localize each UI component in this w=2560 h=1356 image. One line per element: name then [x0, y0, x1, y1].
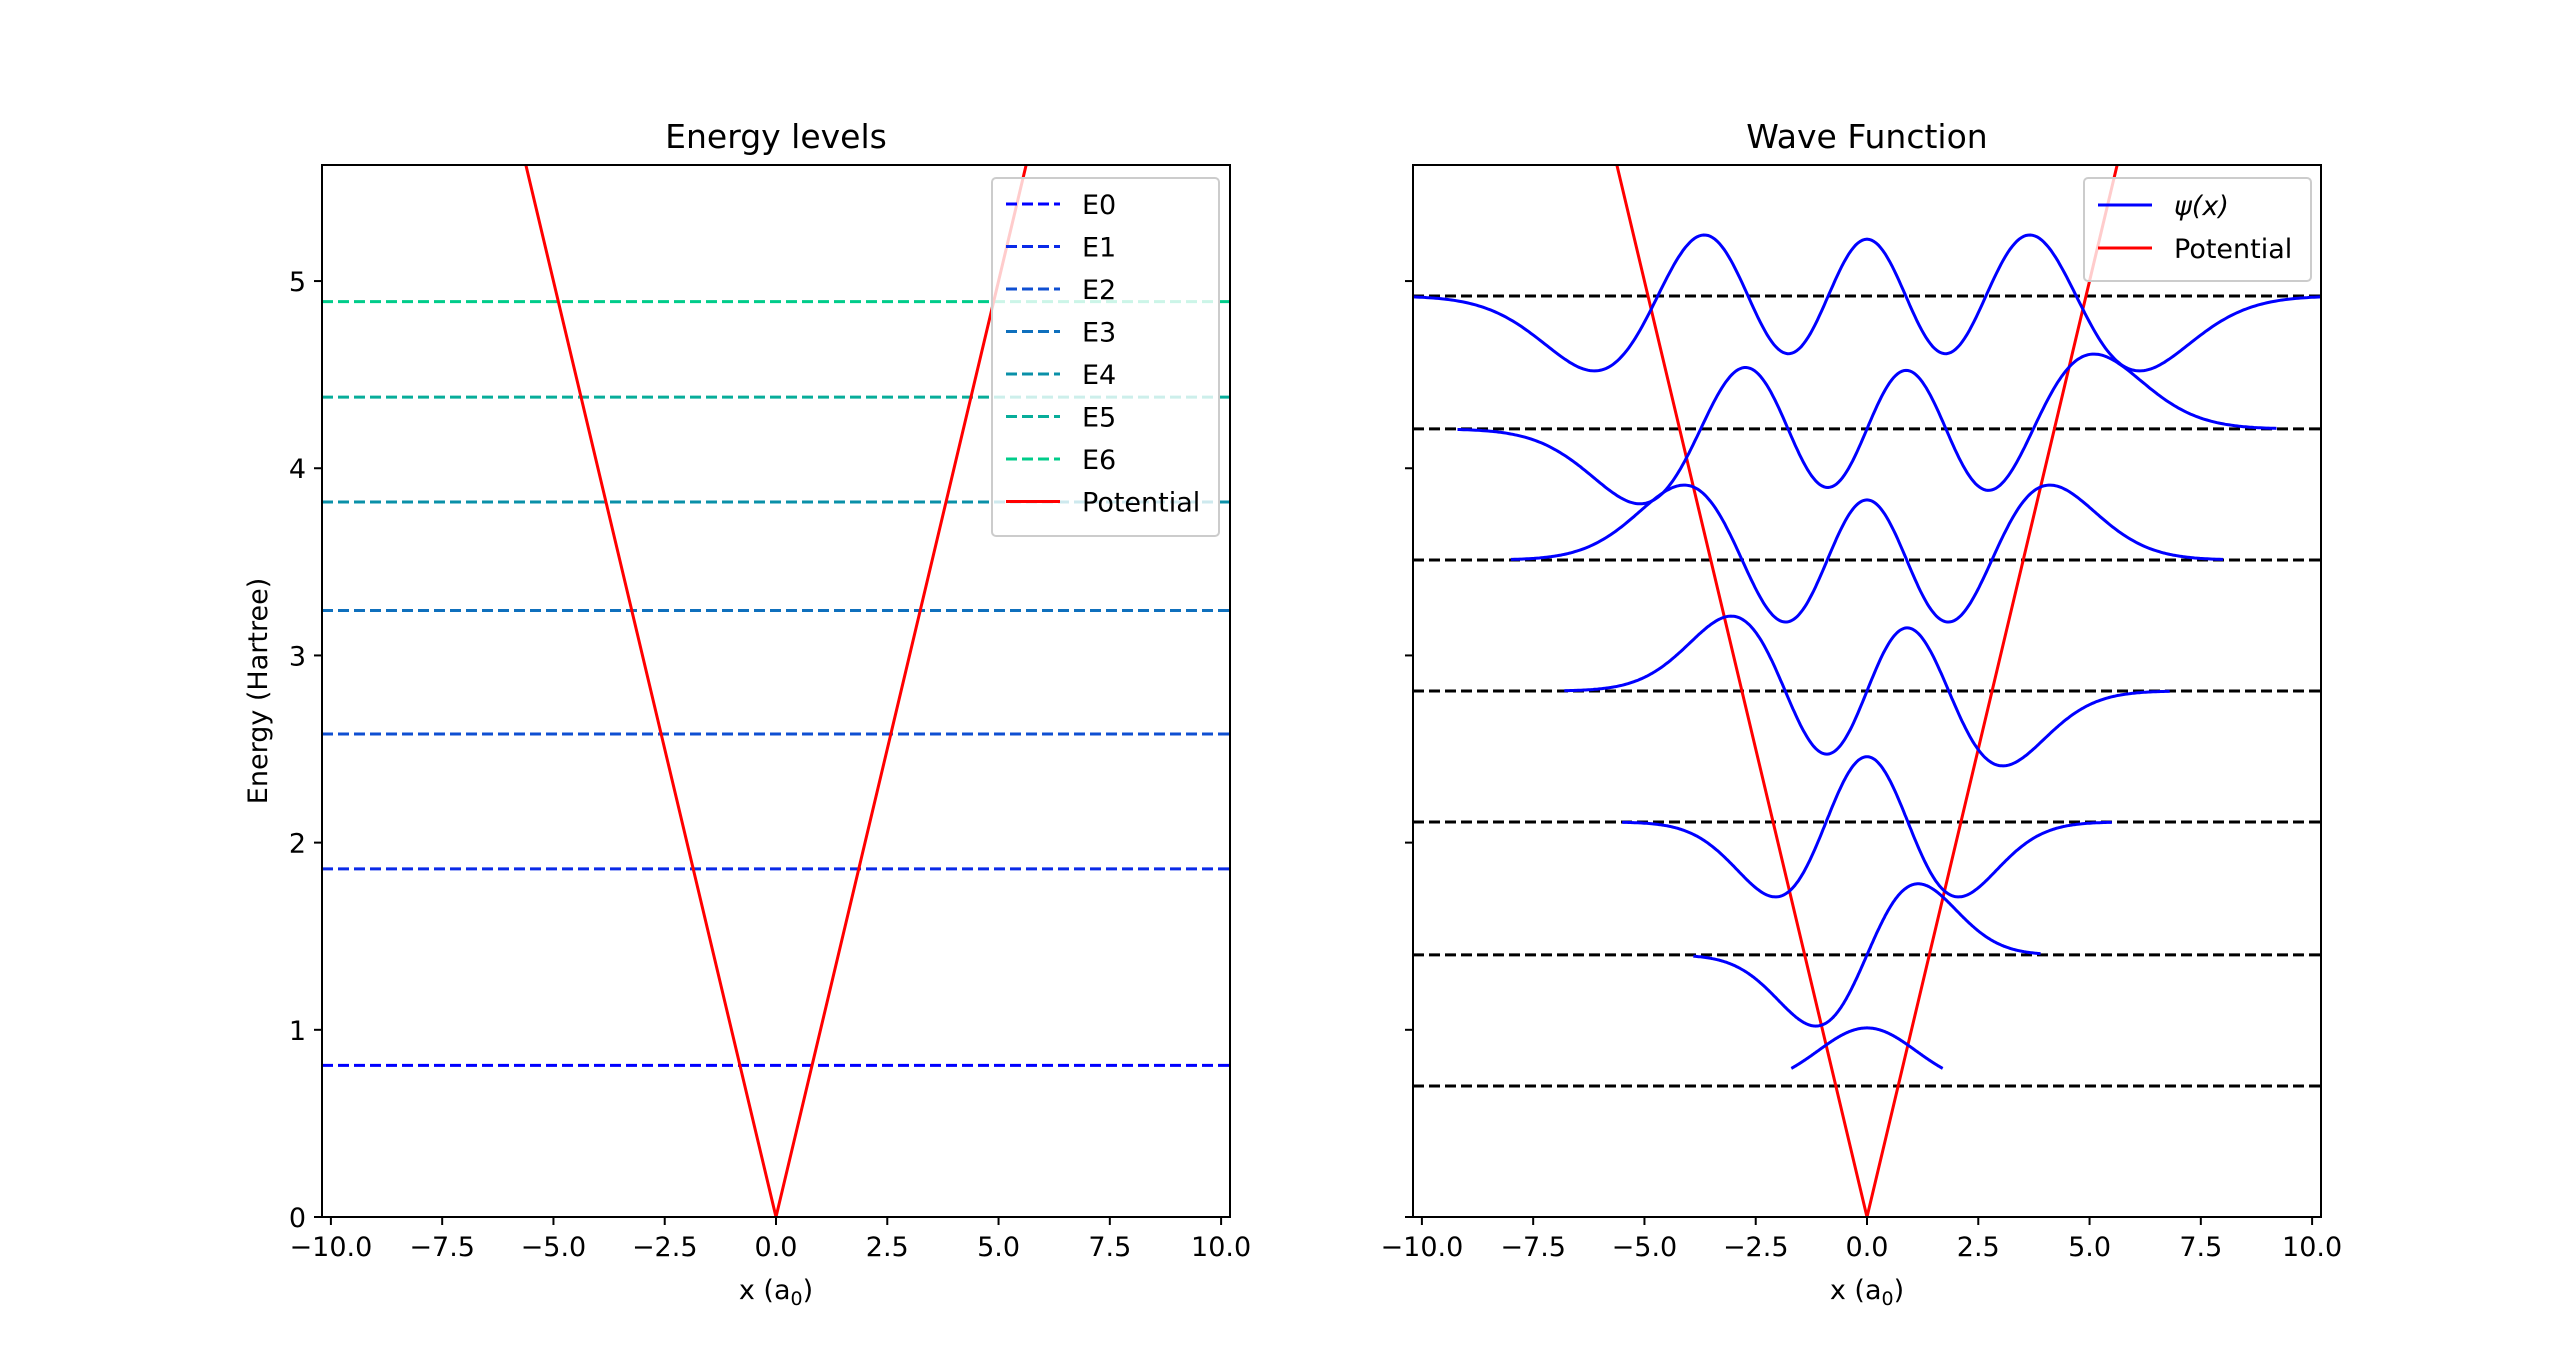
legend-label: E2: [1082, 275, 1116, 306]
right-xtick-label: 0.0: [1846, 1232, 1889, 1263]
left-xtick-label: −2.5: [632, 1232, 698, 1263]
x-axis-ticks-left: −10.0 −7.5 −5.0 −2.5 0.0 2.5 5.0 7.5 10.0: [290, 1217, 1251, 1263]
x-axis-label-left: x (a0): [739, 1275, 813, 1310]
energy-level-lines: [322, 300, 1230, 1067]
right-xtick-label: 10.0: [2282, 1232, 2342, 1263]
left-xtick-label: −7.5: [409, 1232, 475, 1263]
left-xtick-label: −5.0: [521, 1232, 587, 1263]
wavefunction-n4: [1510, 483, 2224, 624]
y-axis-ticks-right: [1405, 280, 1413, 1218]
left-ytick-label: 4: [289, 454, 306, 485]
y-axis-ticks-left: 0 1 2 3 4 5: [289, 267, 322, 1234]
wavefunction-n5: [1457, 352, 2277, 506]
legend-label: E1: [1082, 233, 1116, 264]
left-xtick-label: 0.0: [755, 1232, 798, 1263]
legend-label: Potential: [2174, 234, 2292, 265]
wave-function-axes: Wave Function −10.0 −7.5 −5.0 −2.5 0.0 2.5 5.0…: [1381, 117, 2343, 1310]
wave-function-title: Wave Function: [1746, 117, 1987, 156]
left-xtick-label: −10.0: [290, 1232, 373, 1263]
left-ytick-label: 5: [289, 267, 306, 298]
right-xtick-label: 7.5: [2179, 1232, 2222, 1263]
legend-left: E0 E1 E2 E3 E4 E5 E6 Potential: [991, 177, 1220, 537]
legend-label: Potential: [1082, 488, 1200, 519]
left-xtick-label: 5.0: [977, 1232, 1020, 1263]
energy-levels-title: Energy levels: [665, 117, 887, 156]
left-ytick-label: 3: [289, 641, 306, 672]
legend-label: E4: [1082, 360, 1116, 391]
y-axis-label: Energy (Hartree): [243, 578, 274, 804]
legend-label: E5: [1082, 403, 1116, 434]
left-ytick-label: 1: [289, 1016, 306, 1047]
legend-label: ψ(x): [2174, 191, 2229, 222]
left-ytick-label: 2: [289, 829, 306, 860]
legend-label: E6: [1082, 445, 1116, 476]
wavefunction-n3: [1564, 614, 2170, 768]
right-xtick-label: −10.0: [1381, 1232, 1464, 1263]
legend-right: ψ(x) Potential: [2083, 177, 2312, 282]
right-xtick-label: −7.5: [1500, 1232, 1566, 1263]
left-xtick-label: 10.0: [1191, 1232, 1251, 1263]
right-xtick-label: 2.5: [1957, 1232, 2000, 1263]
right-xtick-label: −2.5: [1723, 1232, 1789, 1263]
x-axis-label-right: x (a0): [1830, 1275, 1904, 1310]
right-xtick-label: 5.0: [2068, 1232, 2111, 1263]
left-xtick-label: 7.5: [1088, 1232, 1131, 1263]
wavefunction-n6: [1413, 233, 2321, 373]
legend-label: E0: [1082, 190, 1116, 221]
legend-box-left: [991, 177, 1220, 537]
wavefunction-n2: [1622, 755, 2112, 899]
left-xtick-label: 2.5: [866, 1232, 909, 1263]
left-ytick-label: 0: [289, 1203, 306, 1234]
wavefunction-curves: [1413, 233, 2321, 1070]
x-axis-ticks-right: −10.0 −7.5 −5.0 −2.5 0.0 2.5 5.0 7.5 10.0: [1381, 1217, 2342, 1263]
wavefunction-n0: [1790, 1026, 1944, 1070]
right-xtick-label: −5.0: [1612, 1232, 1678, 1263]
energy-levels-axes: Energy levels −10.0 −7.5 −5.0 −2.5 0.0 2.5 5.0…: [243, 117, 1251, 1310]
wavefunction-n1: [1693, 882, 2041, 1028]
legend-label: E3: [1082, 318, 1116, 349]
